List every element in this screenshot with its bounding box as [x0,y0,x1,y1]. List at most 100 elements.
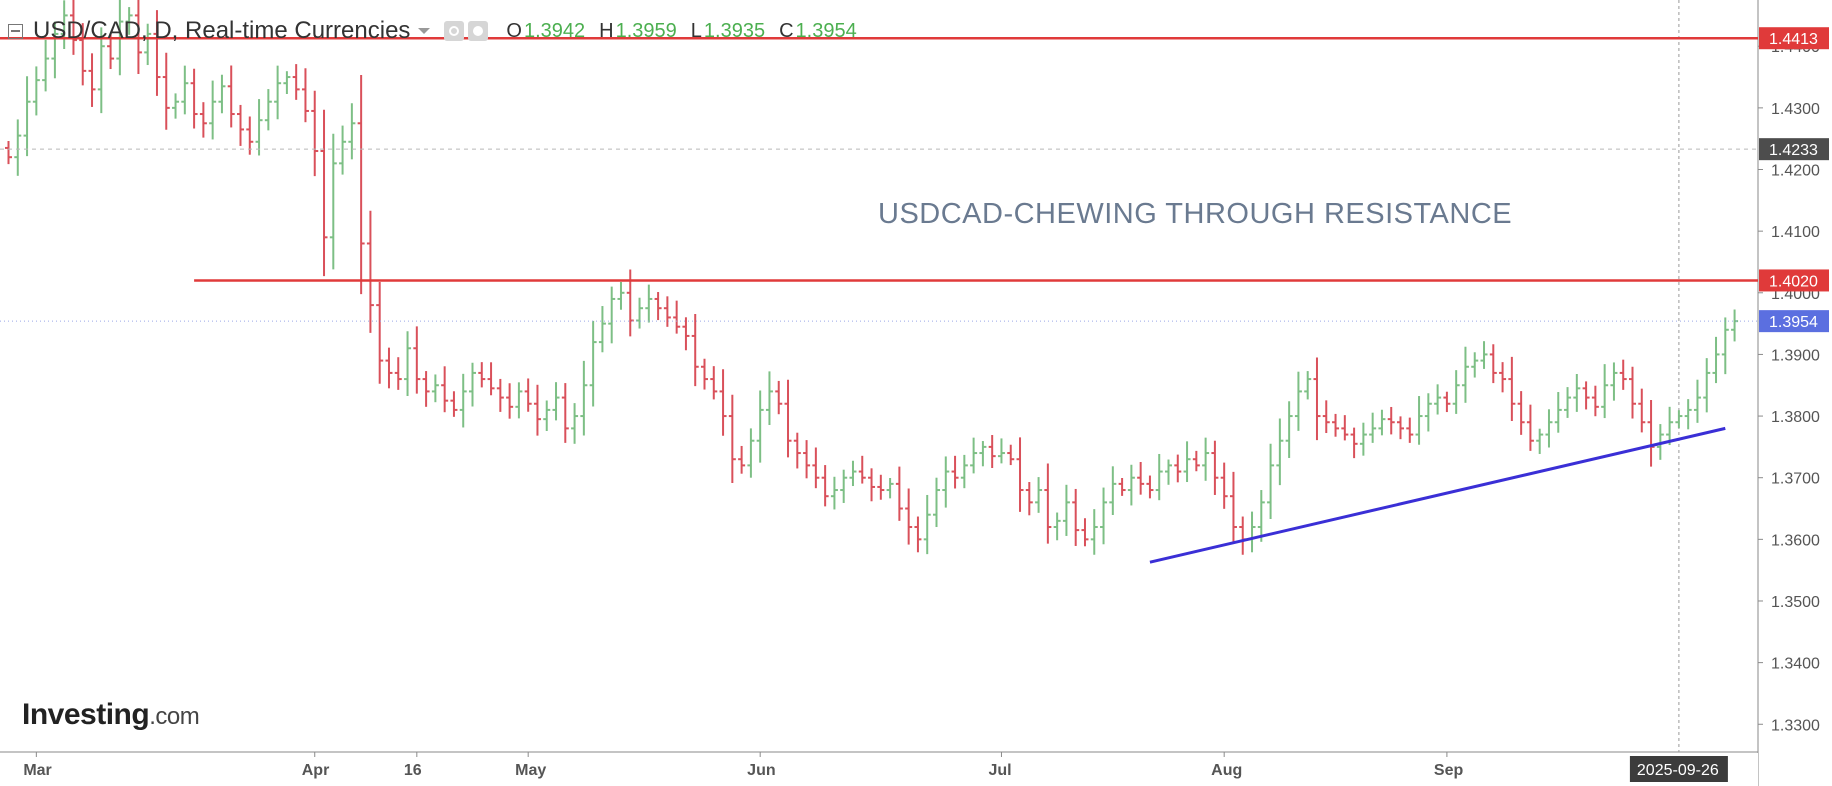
ohlc-bar [162,52,170,130]
ohlc-bar [1100,487,1108,545]
high-value: 1.3959 [615,19,677,42]
low-value: 1.3935 [703,19,766,42]
ohlc-bar [1007,444,1015,466]
ohlc-bar [1526,404,1534,451]
y-tick-label: 1.3700 [1771,471,1820,488]
ohlc-bar [441,366,449,413]
price-label: 1.4413 [1769,31,1818,48]
ohlc-bar [988,435,996,468]
ohlc-bar [42,39,50,92]
y-tick-label: 1.4200 [1771,163,1820,180]
price-label-badge [1759,310,1829,333]
ohlc-bar [1332,413,1340,437]
ohlc-bar [663,296,671,327]
ohlc-bar [1211,440,1219,495]
ohlc-bar [51,21,59,79]
ohlc-bar [1192,450,1200,472]
price-label-badge [1759,269,1829,292]
ohlc-bar [1044,463,1052,544]
ohlc-bar [1619,359,1627,390]
ohlc-bar [858,455,866,484]
ohlc-bar [756,390,764,463]
ohlc-bar [923,494,931,555]
ohlc-bar [533,384,541,436]
ohlc-bar [1183,441,1191,483]
ohlc-bar [144,23,152,66]
ohlc-bar [237,104,244,146]
ohlc-bar [571,403,579,444]
symbol-title[interactable]: USD/CAD, D, Real-time Currencies [33,17,411,44]
x-tick-label: Aug [1211,762,1242,779]
y-tick-label: 1.3900 [1771,347,1820,364]
date-marker-badge [1629,756,1728,782]
ohlc-bar [1629,366,1636,419]
ohlc-bar [1712,336,1720,384]
ohlc-bar [1322,400,1330,434]
ohlc-bar [1285,401,1293,458]
ohlc-bar [506,383,514,419]
price-label: 1.4020 [1769,273,1818,290]
y-tick-label: 1.4300 [1771,101,1820,118]
ohlc-bar [580,360,588,436]
ohlc-bar [1276,418,1284,486]
ohlc-bar [1350,427,1358,459]
ohlc-bar [960,454,968,489]
logo-suffix: .com [149,703,200,730]
ohlc-bar [1109,466,1117,515]
ohlc-bar [1220,462,1228,509]
ohlc-bar [784,379,792,458]
ohlc-bar [1582,381,1590,410]
gear-icon[interactable] [468,21,489,41]
high-label: H [599,19,614,42]
ohlc-bar [181,65,189,115]
y-tick-label: 1.3500 [1771,594,1820,611]
ohlc-bar [561,383,569,443]
ohlc-bar [1137,461,1145,495]
ohlc-bar [701,358,708,390]
ohlc-bar [227,65,235,128]
date-marker-label: 2025-09-26 [1637,762,1719,779]
ohlc-bar [877,474,885,500]
ohlc-bar [1554,392,1562,433]
ohlc-bar [1341,415,1349,441]
ohlc-bar [1434,384,1442,415]
eye-icon[interactable] [444,21,465,41]
support-trendline[interactable] [1149,426,1726,564]
ohlc-bar [803,440,811,479]
ohlc-bar [1471,352,1479,378]
ohlc-bar [1294,371,1302,431]
ohlc-bar [97,27,105,114]
collapse-icon[interactable] [8,23,23,39]
ohlc-bar [1666,406,1674,446]
ohlc-bar [738,445,746,474]
ohlc-bar [1564,387,1572,418]
ohlc-bar [1461,346,1469,403]
ohlc-bar [1257,490,1265,542]
ohlc-bar [478,362,486,388]
ohlc-bar [1508,356,1516,421]
ohlc-bar [469,362,476,407]
ohlc-bar [1397,416,1404,440]
y-tick-label: 1.3800 [1771,409,1820,426]
close-value: 1.3954 [795,19,857,42]
dropdown-caret-icon[interactable] [418,28,431,34]
ohlc-bar [598,306,606,353]
ohlc-bar [394,357,402,390]
ohlc-bar [673,300,681,334]
ohlc-bar [218,74,226,114]
ohlc-bar [116,0,124,76]
x-tick-label: 16 [404,762,422,779]
ohlc-bar [1480,341,1488,369]
low-label: L [690,19,702,42]
ohlc-bar [1443,391,1451,413]
ohlc-bar [728,394,736,483]
ohlc-bar [153,10,161,96]
close-label: C [779,19,794,42]
ohlc-bar [868,468,876,502]
y-tick-label: 1.3300 [1771,717,1820,734]
ohlc-bar [14,119,22,176]
ohlc-bar [1656,424,1664,460]
ohlc-bar [134,0,142,74]
